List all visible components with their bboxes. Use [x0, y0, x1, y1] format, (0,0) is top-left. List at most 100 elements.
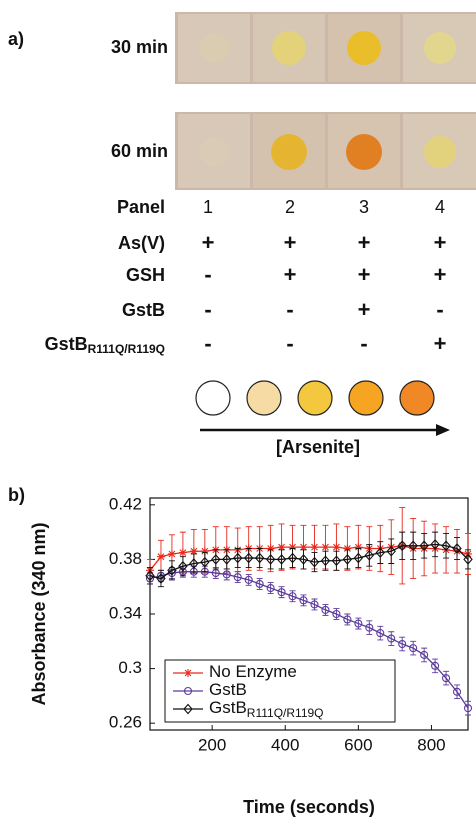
marker	[376, 629, 385, 638]
marker	[277, 543, 286, 552]
row-label: GstB	[122, 300, 165, 320]
table-cell: +	[434, 230, 447, 255]
table-cell: -	[204, 331, 211, 356]
marker	[354, 619, 363, 628]
column-label: 1	[203, 197, 213, 217]
marker	[332, 609, 341, 619]
marker	[288, 592, 297, 601]
legend-label: GstB	[209, 680, 247, 699]
table-cell: -	[204, 297, 211, 322]
x-axis-label: Time (seconds)	[243, 797, 375, 817]
legend-box	[164, 659, 396, 723]
table-cell: +	[202, 230, 215, 255]
marker	[178, 548, 187, 557]
y-tick-label: 0.42	[109, 494, 142, 513]
y-axis-label: Absorbance (340 nm)	[29, 522, 49, 705]
marker	[298, 554, 309, 565]
marker	[310, 600, 319, 609]
marker	[354, 543, 363, 552]
y-tick-label: 0.26	[109, 713, 142, 732]
marker	[332, 543, 341, 552]
gradient-label: [Arsenite]	[276, 437, 360, 457]
row-label: 60 min	[111, 141, 168, 161]
table-cell: +	[358, 297, 371, 322]
marker	[442, 674, 451, 683]
marker	[398, 639, 407, 649]
marker	[183, 703, 193, 715]
marker	[365, 623, 374, 632]
column-label: 4	[435, 197, 445, 217]
marker	[200, 556, 210, 568]
table-header: Panel	[117, 197, 165, 217]
gradient-circles	[195, 380, 435, 416]
marker	[342, 554, 353, 565]
table-cell: +	[284, 262, 297, 287]
column-label: 3	[359, 197, 369, 217]
x-tick-label: 400	[271, 735, 299, 754]
table-cell: +	[358, 262, 371, 287]
marker	[200, 547, 209, 556]
photo-strip	[175, 12, 476, 190]
marker	[189, 558, 199, 569]
row-label: GSH	[126, 265, 165, 285]
x-tick-label: 200	[198, 735, 226, 754]
legend-label: No Enzyme	[209, 662, 297, 681]
table-cell: -	[286, 331, 293, 356]
marker	[167, 565, 177, 576]
row-label: As(V)	[118, 233, 165, 253]
table-cell: +	[434, 331, 447, 356]
row-label: 30 min	[111, 37, 168, 57]
marker	[409, 644, 418, 653]
marker	[266, 584, 275, 593]
marker	[156, 552, 165, 561]
marker	[222, 554, 232, 565]
marker	[441, 540, 451, 552]
marker	[420, 650, 429, 659]
marker	[321, 605, 330, 614]
marker	[244, 575, 253, 584]
marker	[331, 555, 342, 567]
marker	[145, 570, 155, 582]
marker	[386, 545, 396, 557]
marker	[254, 552, 265, 564]
marker	[189, 547, 198, 556]
marker	[320, 555, 331, 567]
marker	[463, 704, 473, 713]
column-label: 2	[285, 197, 295, 217]
legend-label: GstBR111Q/R119Q	[209, 698, 324, 720]
marker	[184, 669, 192, 677]
error-bar	[147, 567, 153, 585]
panel-label: b)	[8, 485, 25, 505]
row-label: GstBR111Q/R119Q	[45, 334, 165, 356]
marker	[211, 569, 220, 578]
x-tick-label: 800	[417, 735, 445, 754]
marker	[156, 573, 166, 584]
y-tick-label: 0.3	[118, 658, 142, 677]
marker	[277, 588, 286, 597]
table-cell: -	[436, 297, 443, 322]
marker	[419, 540, 429, 552]
series	[145, 531, 473, 588]
marker	[255, 579, 264, 589]
marker	[321, 543, 330, 552]
table-cell: +	[284, 230, 297, 255]
marker	[266, 544, 275, 553]
marker	[288, 543, 297, 552]
table-cell: -	[360, 331, 367, 356]
series-line	[149, 545, 469, 571]
marker	[167, 549, 176, 558]
table-cell: +	[358, 230, 371, 255]
marker	[430, 539, 440, 550]
marker	[431, 661, 440, 670]
table-cell: +	[434, 262, 447, 287]
x-tick-label: 600	[344, 735, 372, 754]
panel-label: a)	[8, 29, 24, 49]
y-tick-label: 0.38	[109, 549, 142, 568]
table-cell: -	[286, 297, 293, 322]
series-line	[149, 543, 469, 580]
marker	[222, 570, 231, 579]
marker	[211, 554, 221, 565]
marker	[387, 634, 396, 643]
marker	[343, 615, 352, 624]
